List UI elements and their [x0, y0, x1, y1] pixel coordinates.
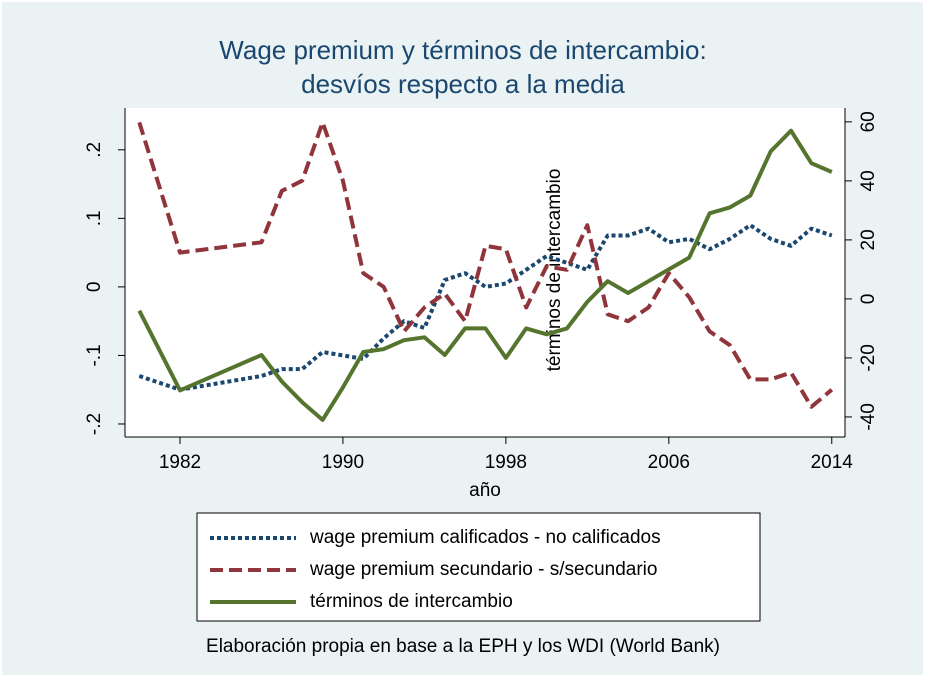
chart-title: Wage premium y términos de intercambio: — [219, 35, 706, 65]
x-axis-label: año — [469, 480, 501, 501]
legend-label: wage premium secundario - s/secundario — [309, 559, 657, 580]
y2-axis-label: términos de intercambio — [544, 169, 565, 372]
y2-tick-label: 60 — [858, 111, 879, 132]
legend-label: términos de intercambio — [310, 591, 513, 612]
plot-area — [125, 108, 845, 437]
x-tick-label: 1998 — [485, 452, 527, 473]
chart-title: desvíos respecto a la media — [301, 69, 625, 99]
y-tick-label: -.2 — [84, 413, 105, 435]
y2-tick-label: -20 — [858, 344, 879, 371]
note: Elaboración propia en base a la EPH y lo… — [206, 636, 720, 657]
y2-tick-label: 0 — [858, 294, 879, 305]
data-line — [138, 223, 833, 392]
y2-tick-label: -40 — [858, 403, 879, 430]
y-tick-label: -.1 — [84, 344, 105, 366]
data-line — [137, 128, 833, 422]
y-tick-label: 0 — [84, 282, 105, 293]
x-tick-label: 1982 — [159, 452, 201, 473]
x-tick-label: 2014 — [811, 452, 854, 473]
legend-label: wage premium calificados - no calificado… — [309, 527, 661, 548]
y-tick-label: .2 — [84, 142, 105, 158]
data-line — [137, 120, 834, 409]
y2-tick-label: 40 — [858, 170, 879, 191]
y2-tick-label: 20 — [858, 229, 879, 250]
x-tick-label: 2006 — [648, 452, 690, 473]
y-tick-label: .1 — [84, 210, 105, 226]
x-tick-label: 1990 — [322, 452, 364, 473]
